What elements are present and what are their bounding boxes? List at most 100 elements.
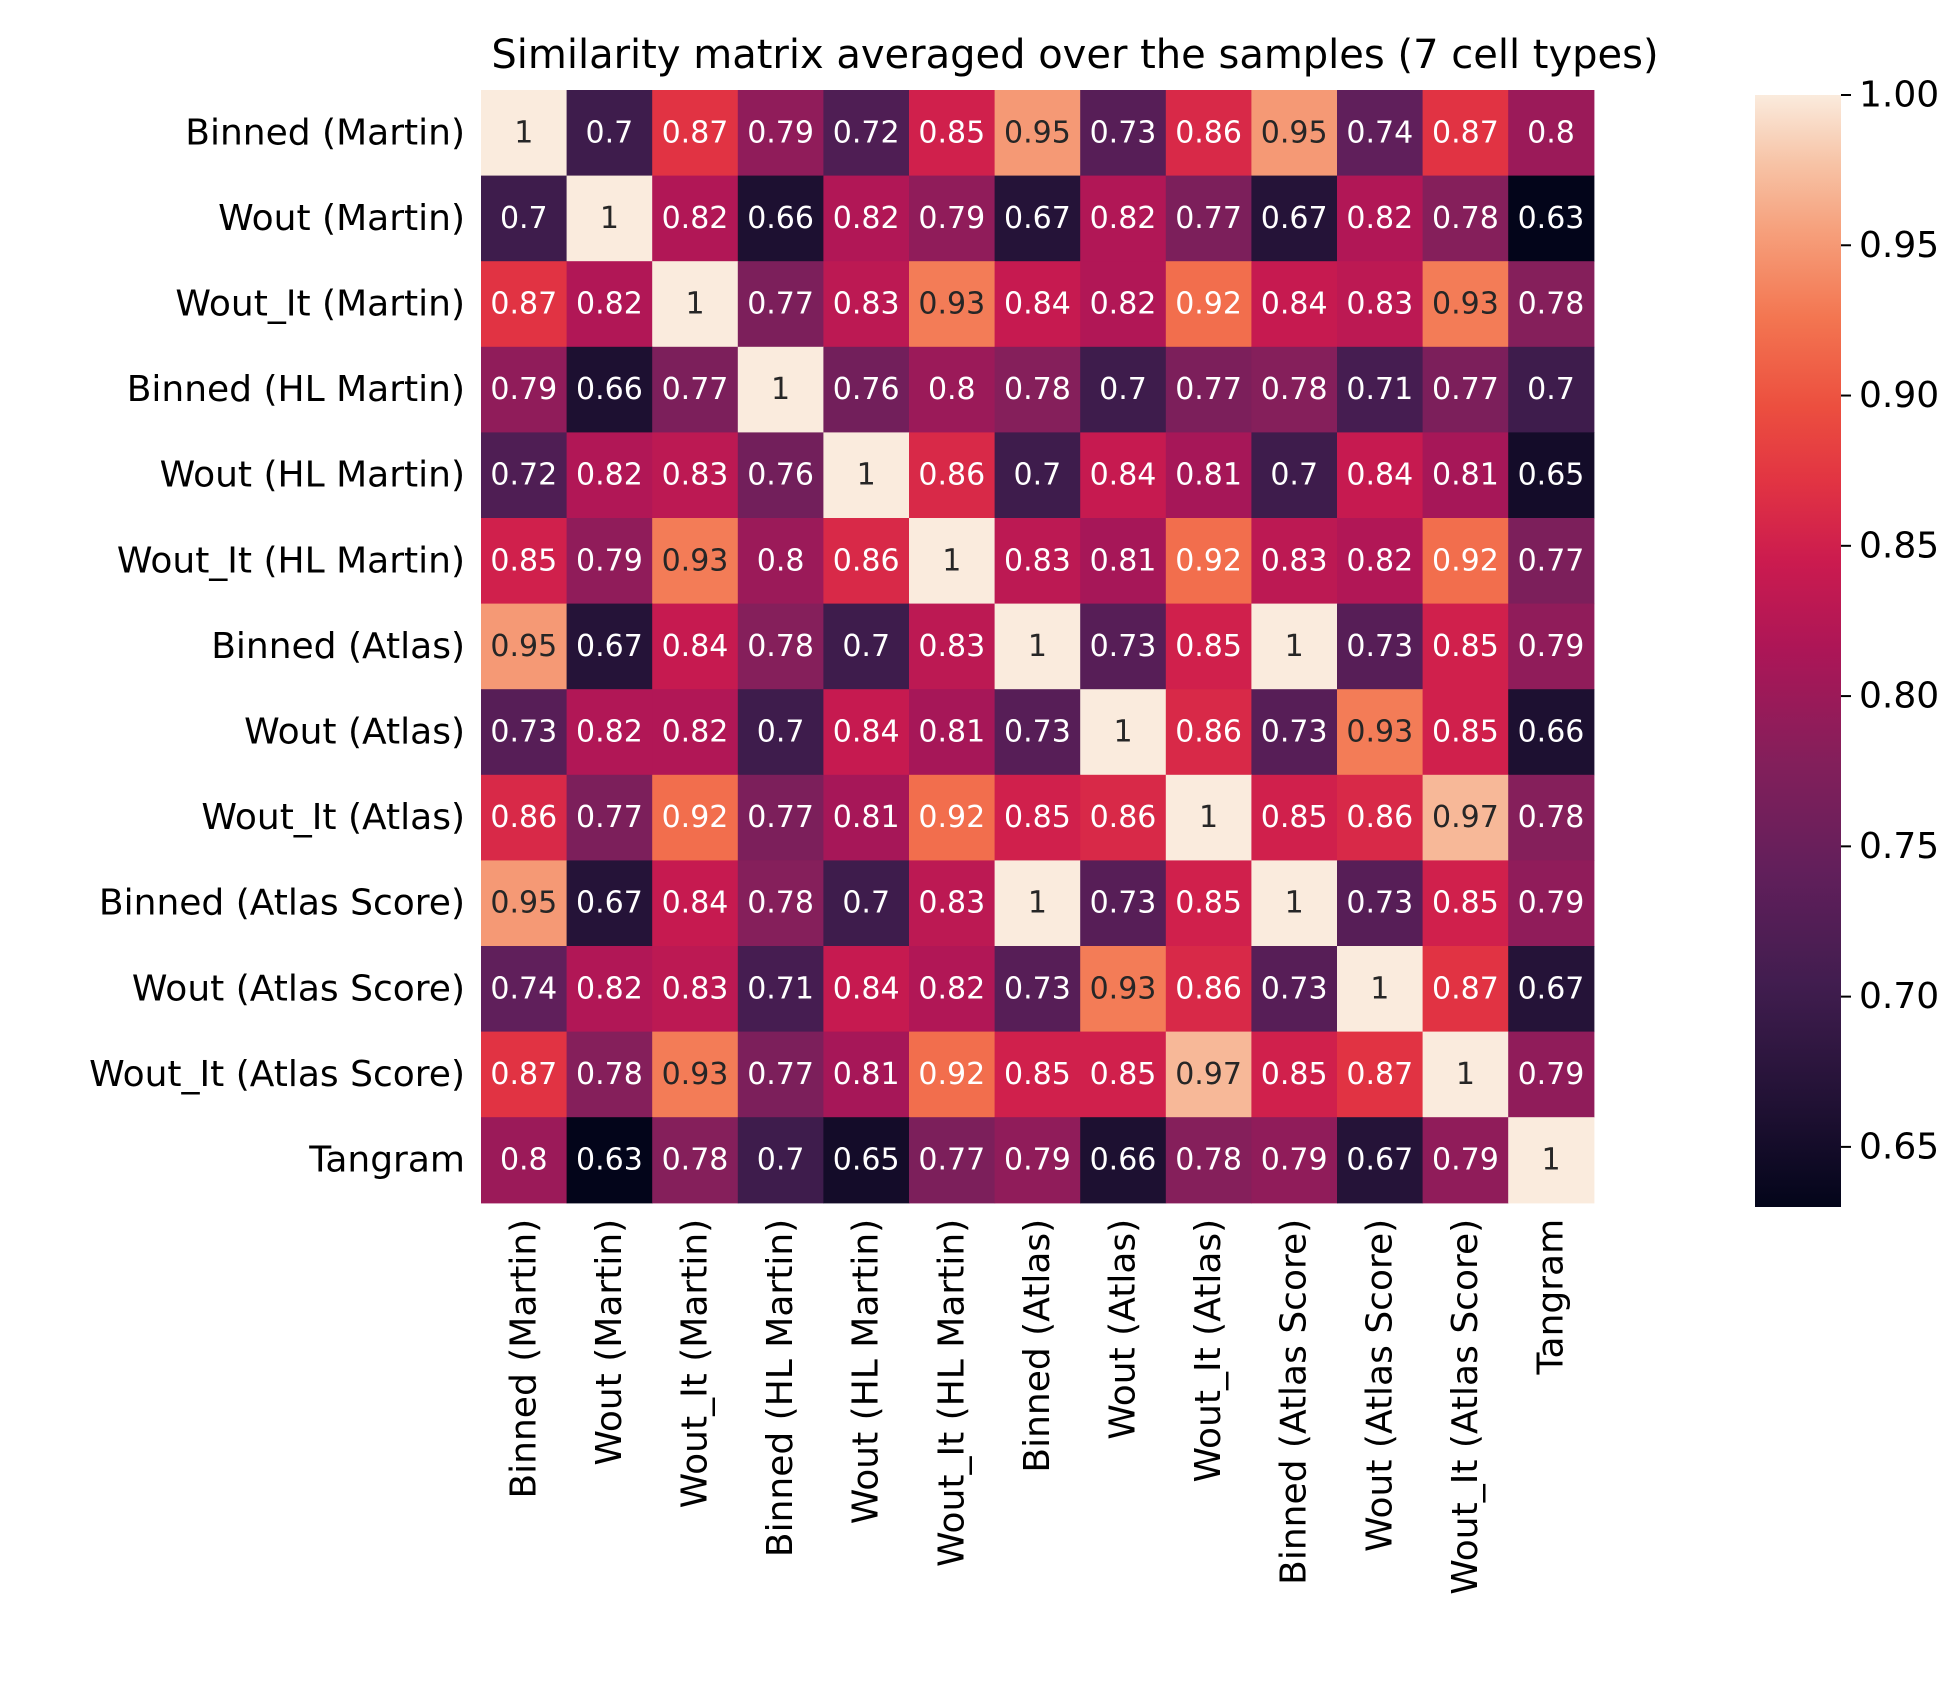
cell-value-label: 1 (942, 543, 961, 578)
cell-value-label: 0.85 (1261, 800, 1328, 835)
heatmap-cell (1337, 1117, 1424, 1204)
heatmap-cell (737, 346, 824, 433)
heatmap-cell (909, 346, 996, 433)
heatmap-cell (1337, 603, 1424, 690)
heatmap-cell (1080, 1031, 1167, 1118)
cell-value-label: 0.72 (490, 458, 557, 493)
cell-value-label: 0.67 (576, 886, 643, 921)
cell-value-label: 0.83 (833, 287, 900, 322)
heatmap-cell (909, 175, 996, 262)
heatmap-cell (1508, 90, 1595, 177)
colorbar-tick-label: 0.90 (1859, 375, 1939, 416)
cell-value-label: 0.87 (1432, 971, 1499, 1006)
heatmap-cell (1508, 774, 1595, 861)
cell-value-label: 0.86 (833, 543, 900, 578)
cell-value-label: 0.7 (1099, 372, 1147, 407)
heatmap-cell (737, 261, 824, 348)
cell-value-label: 0.7 (842, 886, 890, 921)
heatmap-cell (1337, 518, 1424, 605)
heatmap-cell (1337, 90, 1424, 177)
cell-value-label: 0.73 (1346, 629, 1413, 664)
row-tick-label: Wout_It (Atlas) (201, 797, 465, 838)
cell-value-label: 0.92 (918, 800, 985, 835)
cell-value-label: 0.73 (1090, 629, 1157, 664)
heatmap-cell (737, 175, 824, 262)
row-tick-label: Binned (HL Martin) (127, 369, 465, 410)
heatmap-cell (1080, 346, 1167, 433)
heatmap-cell (566, 346, 653, 433)
cell-value-label: 0.83 (662, 458, 729, 493)
row-tick-label: Wout_It (HL Martin) (117, 540, 465, 581)
heatmap-cell (823, 346, 910, 433)
heatmap-cell (1422, 90, 1509, 177)
heatmap-cell (1080, 774, 1167, 861)
heatmap-cell (566, 946, 653, 1033)
heatmap-cell (1165, 175, 1252, 262)
heatmap-cell (1251, 860, 1338, 947)
cell-value-label: 0.85 (1432, 629, 1499, 664)
cell-value-label: 0.85 (490, 543, 557, 578)
heatmap-cells: 1 0.7 0.87 0.79 0.72 0.85 0.95 0.73 0.86 0.95 0.74… (481, 90, 1595, 1204)
cell-value-label: 0.79 (1261, 1143, 1328, 1178)
cell-value-label: 1 (1541, 1143, 1560, 1178)
column-tick-label: Wout_It (Martin) (675, 1219, 716, 1509)
heatmap-cell (823, 1117, 910, 1204)
cell-value-label: 0.84 (833, 715, 900, 750)
cell-value-label: 0.86 (1175, 115, 1242, 150)
heatmap-cell (1080, 175, 1167, 262)
cell-value-label: 0.73 (1346, 886, 1413, 921)
cell-value-label: 0.84 (833, 971, 900, 1006)
heatmap-cell (481, 603, 568, 690)
cell-value-label: 0.85 (1004, 800, 1071, 835)
heatmap-cell (1422, 774, 1509, 861)
heatmap-cell (823, 603, 910, 690)
cell-value-label: 1 (1028, 629, 1047, 664)
cell-value-label: 0.77 (747, 287, 814, 322)
cell-value-label: 0.97 (1175, 1057, 1242, 1092)
colorbar-gradient (1755, 95, 1841, 1207)
cell-value-label: 0.71 (747, 971, 814, 1006)
heatmap-cell (1080, 261, 1167, 348)
heatmap-cell (737, 518, 824, 605)
heatmap-cell (1337, 261, 1424, 348)
cell-value-label: 0.95 (1261, 115, 1328, 150)
cell-value-label: 1 (1199, 800, 1218, 835)
heatmap-cell (909, 518, 996, 605)
cell-value-label: 0.85 (1432, 886, 1499, 921)
heatmap-cell (737, 860, 824, 947)
heatmap-cell (823, 261, 910, 348)
cell-value-label: 0.82 (1090, 201, 1157, 236)
heatmap-cell (1251, 689, 1338, 776)
colorbar-tick-label: 0.70 (1859, 976, 1939, 1017)
cell-value-label: 0.83 (662, 971, 729, 1006)
heatmap-cell (823, 860, 910, 947)
heatmap-cell (1337, 689, 1424, 776)
colorbar-tick-label: 0.65 (1859, 1126, 1939, 1167)
heatmap-cell (1422, 346, 1509, 433)
cell-value-label: 0.7 (757, 1143, 805, 1178)
heatmap-cell (1251, 346, 1338, 433)
heatmap-cell (481, 90, 568, 177)
heatmap-cell (994, 689, 1081, 776)
cell-value-label: 0.77 (1175, 372, 1242, 407)
heatmap-cell (1508, 346, 1595, 433)
cell-value-label: 0.85 (1261, 1057, 1328, 1092)
cell-value-label: 0.77 (747, 1057, 814, 1092)
heatmap-cell (652, 1117, 739, 1204)
cell-value-label: 1 (857, 458, 876, 493)
heatmap-cell (1080, 90, 1167, 177)
cell-value-label: 0.86 (918, 458, 985, 493)
column-tick-label: Binned (Atlas) (1017, 1219, 1058, 1473)
cell-value-label: 0.78 (1518, 800, 1585, 835)
heatmap-cell (652, 860, 739, 947)
heatmap-cell (737, 603, 824, 690)
heatmap-cell (1422, 261, 1509, 348)
heatmap-cell (994, 1117, 1081, 1204)
heatmap-cell (1080, 1117, 1167, 1204)
column-tick-label: Wout_It (Atlas) (1188, 1219, 1229, 1483)
heatmap-cell (1337, 1031, 1424, 1118)
cell-value-label: 0.66 (747, 201, 814, 236)
row-labels: Binned (Martin) Wout (Martin) Wout_It (Mar… (89, 112, 465, 1180)
heatmap-cell (1251, 1031, 1338, 1118)
heatmap-cell (1251, 774, 1338, 861)
